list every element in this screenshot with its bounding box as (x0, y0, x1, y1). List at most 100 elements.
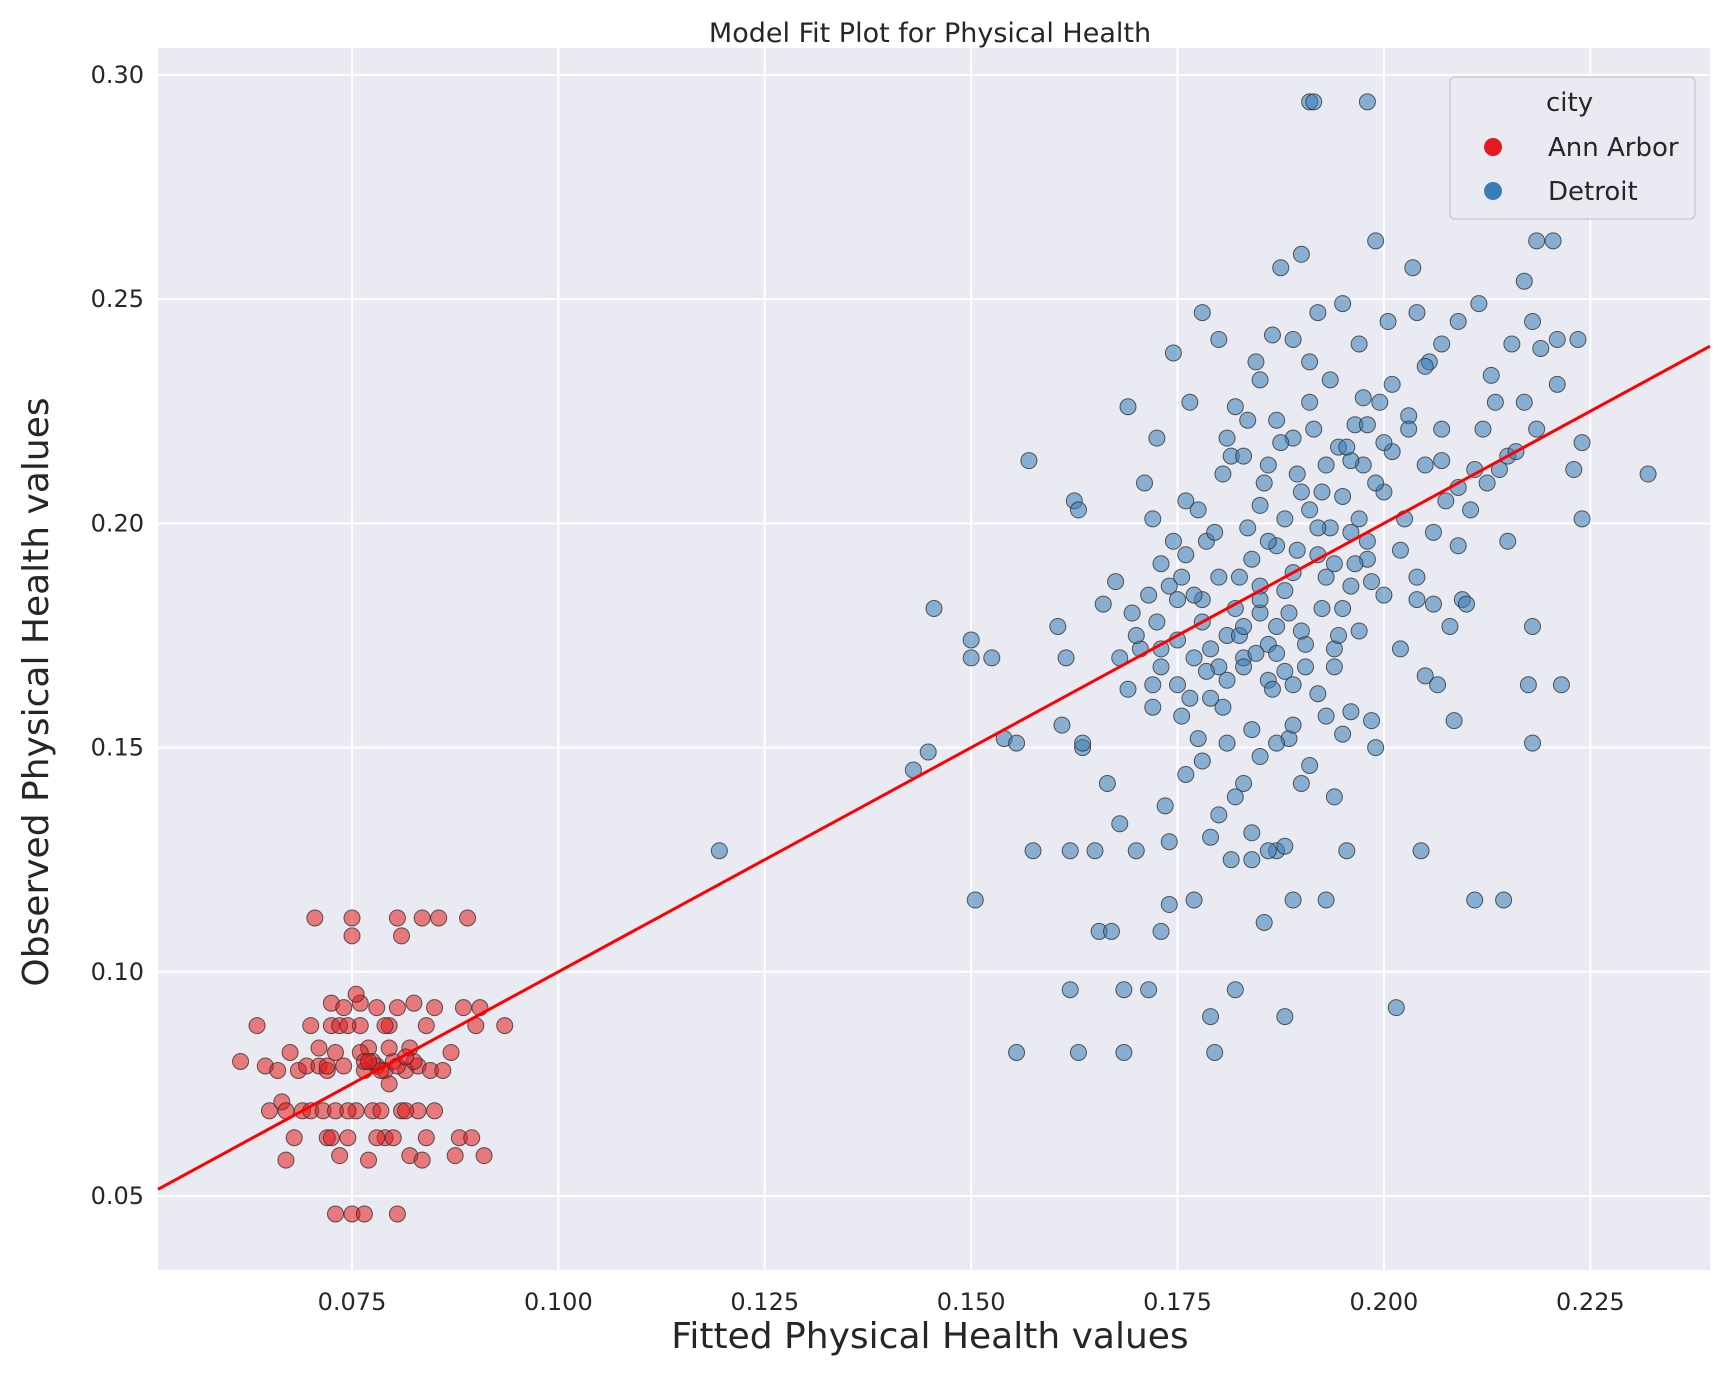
point-detroit (1313, 600, 1331, 618)
point-detroit (1325, 658, 1343, 676)
point-detroit (1243, 851, 1261, 869)
point-detroit (1367, 739, 1385, 757)
point-detroit (1288, 465, 1306, 483)
point-detroit (1251, 371, 1269, 389)
y-tick-label: 0.20 (91, 509, 144, 537)
point-detroit (1573, 510, 1591, 528)
point-detroit (1222, 851, 1240, 869)
point-detroit (1292, 245, 1310, 263)
point-detroit (1235, 774, 1253, 792)
point-detroit (1239, 411, 1257, 429)
point-detroit (1342, 577, 1360, 595)
point-ann-arbor (393, 927, 411, 945)
point-detroit (1528, 420, 1546, 438)
point-detroit (1024, 842, 1042, 860)
point-detroit (1268, 411, 1286, 429)
point-detroit (1197, 662, 1215, 680)
chart-title: Model Fit Plot for Physical Health (709, 18, 1151, 49)
point-detroit (1503, 335, 1521, 353)
point-detroit (1263, 326, 1281, 344)
point-detroit (1181, 393, 1199, 411)
point-detroit (1292, 483, 1310, 501)
point-detroit (1457, 595, 1475, 613)
point-detroit (1284, 891, 1302, 909)
point-ann-arbor (281, 1044, 299, 1062)
point-detroit (1094, 595, 1112, 613)
point-detroit (1441, 617, 1459, 635)
point-detroit (1185, 649, 1203, 667)
point-detroit (1102, 922, 1120, 940)
point-detroit (1189, 501, 1207, 519)
point-detroit (1350, 622, 1368, 640)
point-ann-arbor (285, 1129, 303, 1147)
y-tick-label: 0.05 (91, 1182, 144, 1210)
point-detroit (1115, 1044, 1133, 1062)
point-detroit (1301, 501, 1319, 519)
point-detroit (1268, 617, 1286, 635)
point-detroit (1259, 532, 1277, 550)
point-detroit (1259, 842, 1277, 860)
legend: city Ann Arbor Detroit (1449, 76, 1696, 220)
point-detroit (1358, 93, 1376, 111)
point-detroit (1391, 541, 1409, 559)
point-detroit (1416, 667, 1434, 685)
point-ann-arbor (347, 985, 365, 1003)
point-detroit (1053, 716, 1071, 734)
point-detroit (1462, 501, 1480, 519)
point-detroit (1193, 304, 1211, 322)
point-ann-arbor (372, 1102, 390, 1120)
point-detroit (1416, 357, 1434, 375)
point-detroit (1189, 730, 1207, 748)
point-detroit (1272, 259, 1290, 277)
point-detroit (1466, 891, 1484, 909)
point-detroit (1140, 981, 1158, 999)
point-ann-arbor (277, 1151, 295, 1169)
point-detroit (1164, 344, 1182, 362)
point-detroit (1325, 555, 1343, 573)
point-detroit (1499, 532, 1517, 550)
point-ann-arbor (417, 1129, 435, 1147)
point-detroit (1437, 492, 1455, 510)
point-detroit (1569, 330, 1587, 348)
x-tick-label: 0.150 (937, 1288, 1006, 1316)
point-ann-arbor (434, 1061, 452, 1079)
point-detroit (1276, 837, 1294, 855)
point-detroit (1334, 487, 1352, 505)
point-detroit (1433, 335, 1451, 353)
point-ann-arbor (343, 927, 361, 945)
point-detroit (1280, 604, 1298, 622)
point-detroit (1363, 712, 1381, 730)
point-ann-arbor (446, 1147, 464, 1165)
point-detroit (1519, 676, 1537, 694)
point-detroit (1235, 447, 1253, 465)
point-detroit (1243, 721, 1261, 739)
point-ann-arbor (426, 999, 444, 1017)
point-detroit (1152, 658, 1170, 676)
point-ann-arbor (306, 909, 324, 927)
point-detroit (962, 631, 980, 649)
point-detroit (1169, 591, 1187, 609)
point-ann-arbor (248, 1017, 266, 1035)
point-detroit (1284, 716, 1302, 734)
point-detroit (1301, 757, 1319, 775)
point-detroit (1049, 617, 1067, 635)
point-detroit (1309, 304, 1327, 322)
point-detroit (1276, 662, 1294, 680)
point-detroit (1292, 774, 1310, 792)
point-detroit (1288, 541, 1306, 559)
tick-labels: 0.075 0.100 0.125 0.150 0.175 0.200 0.225 0.05 0… (91, 61, 1625, 1316)
y-tick-label: 0.10 (91, 958, 144, 986)
point-detroit (1259, 456, 1277, 474)
point-detroit (1449, 537, 1467, 555)
legend-marker-ann-arbor (1484, 138, 1502, 156)
x-tick-label: 0.225 (1556, 1288, 1625, 1316)
point-detroit (1334, 600, 1352, 618)
point-detroit (1127, 842, 1145, 860)
point-detroit (1548, 375, 1566, 393)
point-detroit (1160, 577, 1178, 595)
point-detroit (1408, 591, 1426, 609)
point-detroit (1334, 725, 1352, 743)
point-detroit (1177, 765, 1195, 783)
point-ann-arbor (339, 1129, 357, 1147)
point-detroit (1115, 981, 1133, 999)
